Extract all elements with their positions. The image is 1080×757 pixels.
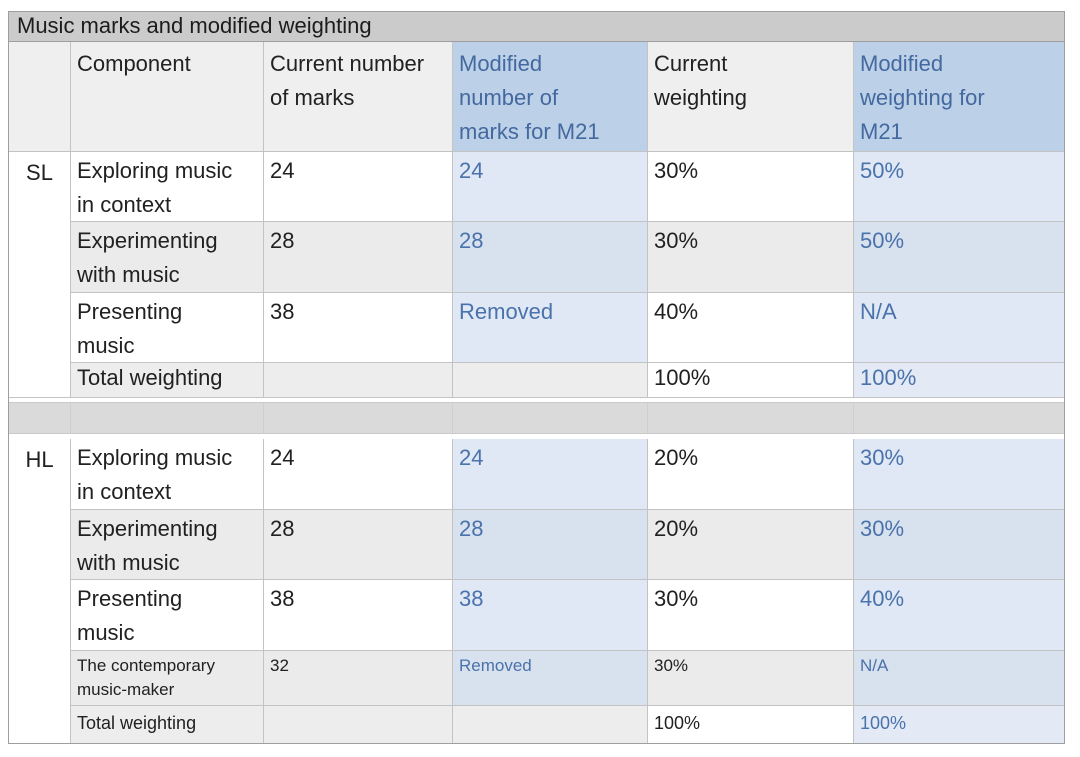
- cell-modified-marks: 28: [453, 222, 648, 293]
- header-cell-modified-marks: Modified number of marks for M21: [453, 42, 648, 152]
- weighting-table-document: Music marks and modified weighting Compo…: [8, 11, 1065, 744]
- cell-current-weighting: 30%: [648, 580, 854, 651]
- weighting-table: Component Current number of marks Modifi…: [8, 42, 1065, 744]
- hl-total-row: Total weighting 100% 100%: [71, 706, 1064, 743]
- cell-current-weighting: 30%: [648, 651, 854, 706]
- cell-modified-weighting: 100%: [854, 706, 1064, 743]
- cell-current-weighting: 100%: [648, 706, 854, 743]
- cell-modified-weighting: 100%: [854, 363, 1064, 397]
- cell-current-weighting: 20%: [648, 510, 854, 580]
- header-row: Component Current number of marks Modifi…: [9, 42, 1064, 152]
- total-label: Total weighting: [71, 363, 264, 397]
- cell-current-weighting: 100%: [648, 363, 854, 397]
- cell-modified-weighting: N/A: [854, 293, 1064, 363]
- cell-modified-marks: 28: [453, 510, 648, 580]
- table-row: Experimenting with music 28 28 20% 30%: [71, 510, 1064, 580]
- cell-component: Presenting music: [71, 293, 264, 363]
- spacer-cell: [71, 403, 264, 433]
- header-cell-level: [9, 42, 71, 152]
- cell-current-weighting: 40%: [648, 293, 854, 363]
- cell-modified-marks: Removed: [453, 651, 648, 706]
- cell-component: Presenting music: [71, 580, 264, 651]
- empty-cell: [264, 363, 453, 397]
- section-gap: [9, 434, 1064, 439]
- header-cell-current-weighting: Current weighting: [648, 42, 854, 152]
- spacer-cell: [854, 403, 1064, 433]
- spacer-cell: [9, 403, 71, 433]
- cell-current-marks: 32: [264, 651, 453, 706]
- header-cell-modified-weighting: Modified weighting for M21: [854, 42, 1064, 152]
- cell-modified-weighting: 50%: [854, 222, 1064, 293]
- table-row: The contemporary music-maker 32 Removed …: [71, 651, 1064, 706]
- cell-component: Experimenting with music: [71, 510, 264, 580]
- cell-component: Exploring music in context: [71, 439, 264, 510]
- cell-modified-weighting: N/A: [854, 651, 1064, 706]
- table-row: Presenting music 38 38 30% 40%: [71, 580, 1064, 651]
- cell-modified-weighting: 40%: [854, 580, 1064, 651]
- table-title-text: Music marks and modified weighting: [17, 13, 372, 38]
- empty-cell: [453, 363, 648, 397]
- cell-current-marks: 28: [264, 222, 453, 293]
- cell-component: Exploring music in context: [71, 152, 264, 222]
- sl-section: SL Exploring music in context 24 24 30% …: [9, 152, 1064, 398]
- table-row: Exploring music in context 24 24 30% 50%: [71, 152, 1064, 222]
- sl-total-row: Total weighting 100% 100%: [71, 363, 1064, 397]
- cell-current-marks: 28: [264, 510, 453, 580]
- spacer-cell: [648, 403, 854, 433]
- total-label: Total weighting: [71, 706, 264, 743]
- hl-level-label: HL: [9, 439, 71, 743]
- empty-cell: [264, 706, 453, 743]
- cell-modified-weighting: 50%: [854, 152, 1064, 222]
- cell-modified-weighting: 30%: [854, 439, 1064, 510]
- sl-level-label: SL: [9, 152, 71, 397]
- cell-current-marks: 38: [264, 580, 453, 651]
- spacer-row: [9, 402, 1064, 434]
- cell-modified-marks: 38: [453, 580, 648, 651]
- header-cell-component: Component: [71, 42, 264, 152]
- table-title: Music marks and modified weighting: [8, 11, 1065, 42]
- cell-modified-marks: 24: [453, 152, 648, 222]
- header-cell-current-marks: Current number of marks: [264, 42, 453, 152]
- cell-current-weighting: 20%: [648, 439, 854, 510]
- cell-modified-marks: 24: [453, 439, 648, 510]
- empty-cell: [453, 706, 648, 743]
- cell-modified-marks: Removed: [453, 293, 648, 363]
- cell-modified-weighting: 30%: [854, 510, 1064, 580]
- cell-current-marks: 24: [264, 439, 453, 510]
- hl-section: HL Exploring music in context 24 24 20% …: [9, 439, 1064, 743]
- section-gap: [9, 398, 1064, 402]
- cell-component: The contemporary music-maker: [71, 651, 264, 706]
- spacer-cell: [264, 403, 453, 433]
- table-row: Presenting music 38 Removed 40% N/A: [71, 293, 1064, 363]
- spacer-cell: [453, 403, 648, 433]
- table-row: Exploring music in context 24 24 20% 30%: [71, 439, 1064, 510]
- cell-current-weighting: 30%: [648, 152, 854, 222]
- table-row: Experimenting with music 28 28 30% 50%: [71, 222, 1064, 293]
- cell-current-weighting: 30%: [648, 222, 854, 293]
- cell-current-marks: 38: [264, 293, 453, 363]
- cell-component: Experimenting with music: [71, 222, 264, 293]
- cell-current-marks: 24: [264, 152, 453, 222]
